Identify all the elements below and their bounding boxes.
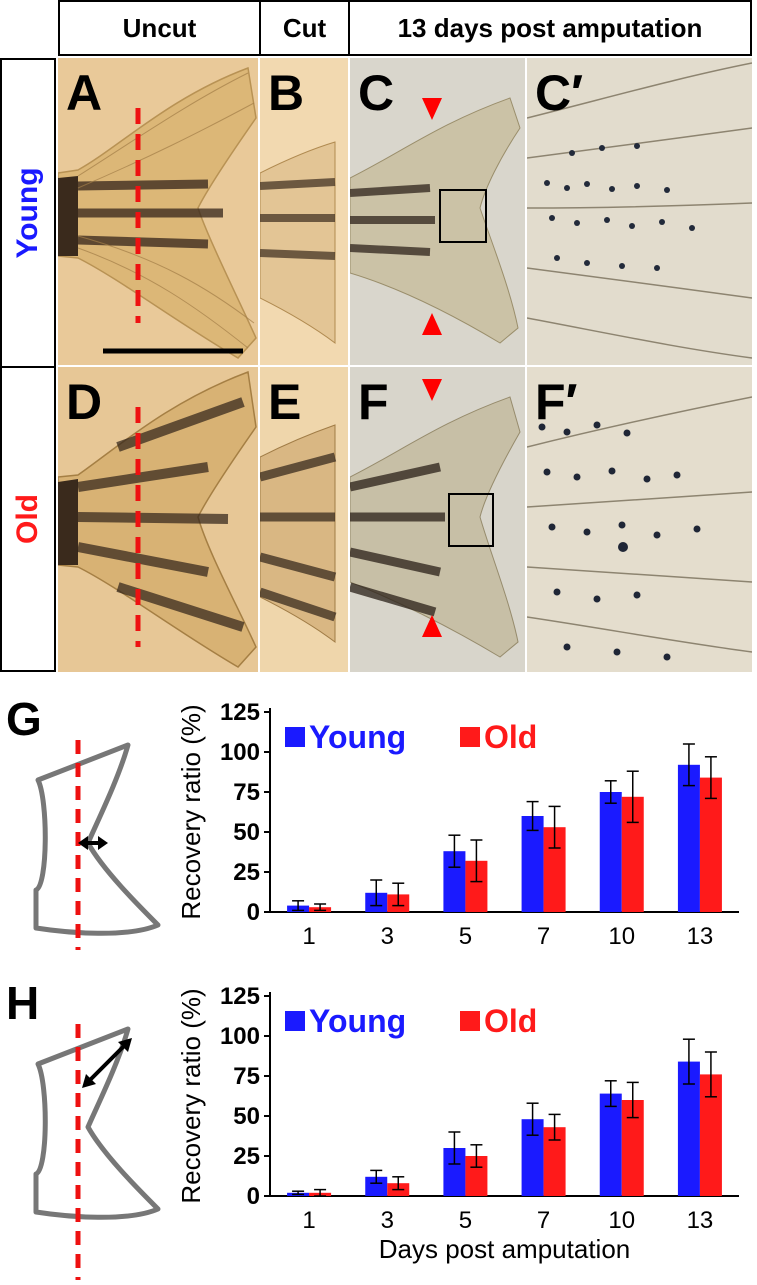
y-tick-label: 50 xyxy=(233,819,260,846)
panel-label-b: B xyxy=(268,65,305,121)
panel-label-f: F xyxy=(358,374,389,430)
header-cut: Cut xyxy=(259,0,350,56)
bar-young xyxy=(365,1176,388,1196)
panel-label-a: A xyxy=(66,65,103,121)
row-label-young-text: Young xyxy=(11,167,44,259)
panel-label-e: E xyxy=(268,374,302,430)
schematic-g-width-measure xyxy=(33,740,161,950)
row-label-young: Young xyxy=(0,58,56,368)
legend-label-old: Old xyxy=(484,1003,537,1039)
panel-d-old-uncut-fin: D xyxy=(58,367,258,672)
x-tick-label: 7 xyxy=(537,1207,550,1234)
legend-swatch-young xyxy=(285,1011,305,1031)
panel-label-f-prime: F′ xyxy=(535,374,578,430)
x-tick-label: 5 xyxy=(459,923,472,950)
bar-old xyxy=(699,777,722,912)
x-tick-label: 5 xyxy=(459,1207,472,1234)
y-tick-label: 100 xyxy=(220,1023,260,1050)
legend-label-old: Old xyxy=(484,719,537,755)
x-tick-label: 10 xyxy=(608,1207,635,1234)
panel-f-old-regenerated-fin: F xyxy=(350,367,525,672)
bar-young xyxy=(677,764,700,912)
panel-b-young-cut-fin: B xyxy=(260,58,348,365)
y-tick-label: 50 xyxy=(233,1103,260,1130)
graph-label-g: G xyxy=(6,693,42,745)
row-label-old: Old xyxy=(0,366,56,672)
y-axis-label: Recovery ratio (%) xyxy=(176,988,206,1203)
panel-label-c-prime: C′ xyxy=(535,65,584,121)
y-tick-label: 0 xyxy=(247,1183,260,1210)
x-axis-label: Days post amputation xyxy=(379,1234,630,1264)
y-tick-label: 25 xyxy=(233,1143,260,1170)
legend-swatch-old xyxy=(460,727,480,747)
header-13-days-post-amputation: 13 days post amputation xyxy=(348,0,752,56)
legend-label-young: Young xyxy=(309,719,406,755)
x-tick-label: 1 xyxy=(302,1207,315,1234)
panel-e-old-cut-fin: E xyxy=(260,367,348,672)
bar-young xyxy=(521,1119,544,1196)
y-tick-label: 125 xyxy=(220,983,260,1010)
legend-swatch-old xyxy=(460,1011,480,1031)
panel-f-prime-old-closeup: F′ xyxy=(527,367,752,672)
panel-a-young-uncut-fin: A xyxy=(58,58,258,365)
x-tick-label: 3 xyxy=(381,1207,394,1234)
bar-young xyxy=(443,851,466,912)
y-tick-label: 125 xyxy=(220,699,260,726)
bar-old xyxy=(621,796,644,912)
x-tick-label: 7 xyxy=(537,923,550,950)
header-uncut: Uncut xyxy=(58,0,261,56)
bar-young xyxy=(599,792,622,912)
panel-label-d: D xyxy=(66,374,103,430)
x-tick-label: 1 xyxy=(302,923,315,950)
legend-label-young: Young xyxy=(309,1003,406,1039)
bar-young xyxy=(599,1093,622,1196)
bar-young xyxy=(521,816,544,912)
bar-old xyxy=(621,1100,644,1196)
x-tick-label: 10 xyxy=(608,923,635,950)
bar-old xyxy=(465,860,488,912)
x-tick-label: 3 xyxy=(381,923,394,950)
bar-old xyxy=(699,1074,722,1196)
bar-old xyxy=(465,1156,488,1196)
panel-label-c: C xyxy=(358,65,395,121)
schematic-h-length-measure xyxy=(33,1024,161,1280)
y-tick-label: 100 xyxy=(220,739,260,766)
x-tick-label: 13 xyxy=(687,1207,714,1234)
chart-h: 0 25 50 75 100 125 Recovery ratio (%) 1 3 5 7 10 13 D… xyxy=(160,974,757,1280)
y-tick-label: 0 xyxy=(247,899,260,926)
row-label-old-text: Old xyxy=(11,494,44,544)
graph-label-h: H xyxy=(6,977,40,1029)
y-tick-label: 75 xyxy=(233,1063,260,1090)
panel-c-prime-young-closeup: C′ xyxy=(527,58,752,365)
x-tick-label: 13 xyxy=(687,923,714,950)
panel-c-young-regenerated-fin: C xyxy=(350,58,525,365)
y-tick-label: 25 xyxy=(233,859,260,886)
legend-swatch-young xyxy=(285,727,305,747)
y-axis-label: Recovery ratio (%) xyxy=(176,704,206,919)
bar-young xyxy=(677,1061,700,1196)
y-tick-label: 75 xyxy=(233,779,260,806)
bar-young xyxy=(443,1148,466,1196)
bar-old xyxy=(543,1127,566,1196)
